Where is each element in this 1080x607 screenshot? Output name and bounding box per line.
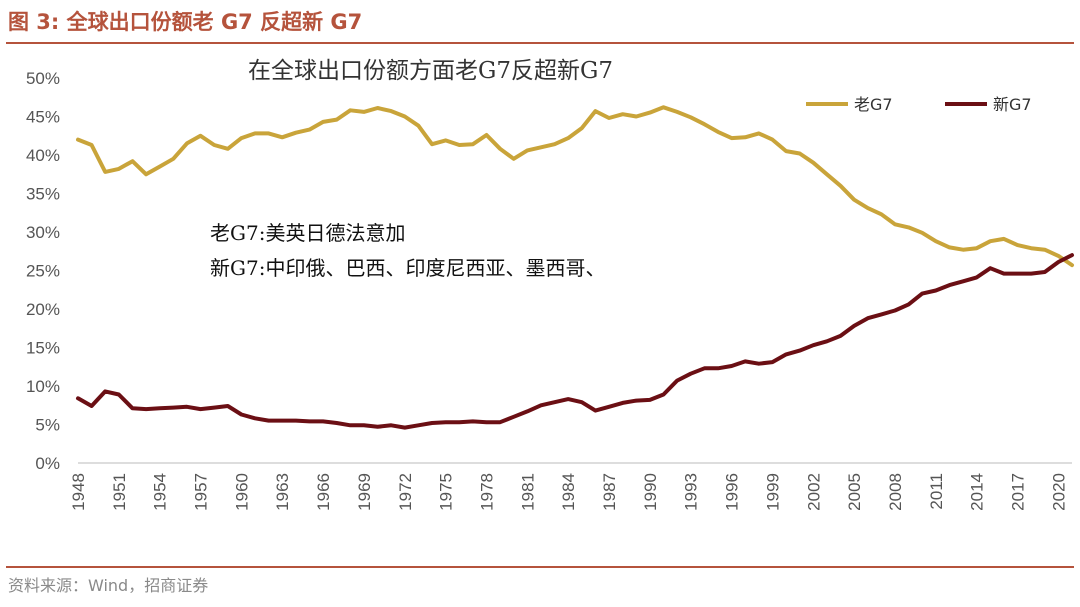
x-tick-label: 1981 xyxy=(518,473,537,511)
x-tick-label: 1996 xyxy=(723,473,742,511)
x-tick-label: 1960 xyxy=(232,473,251,511)
x-tick-label: 1966 xyxy=(314,473,333,511)
y-tick-label: 45% xyxy=(26,108,60,127)
y-tick-label: 25% xyxy=(26,262,60,281)
x-tick-label: 1963 xyxy=(273,473,292,511)
source-note: 资料来源：Wind，招商证券 xyxy=(8,576,209,595)
y-axis-ticks: 0% 5% 10% 15% 20% 25% 30% 35% 40% 45% 50% xyxy=(26,69,60,473)
annotation-new-g7: 新G7:中印俄、巴西、印度尼西亚、墨西哥、 xyxy=(210,256,605,280)
y-tick-label: 40% xyxy=(26,146,60,165)
x-tick-label: 1954 xyxy=(151,473,170,511)
x-tick-label: 1948 xyxy=(69,473,88,511)
footer-divider xyxy=(6,566,1074,568)
series-line-new-g7 xyxy=(76,253,1074,430)
y-tick-label: 20% xyxy=(26,300,60,319)
series-lines xyxy=(76,105,1074,430)
x-tick-label: 1999 xyxy=(763,473,782,511)
y-tick-label: 30% xyxy=(26,223,60,242)
title-divider xyxy=(6,42,1074,44)
figure-title: 图 3: 全球出口份额老 G7 反超新 G7 xyxy=(8,10,363,34)
x-tick-label: 2002 xyxy=(804,473,823,511)
x-tick-label: 2017 xyxy=(1009,473,1028,511)
x-tick-label: 2011 xyxy=(927,473,946,510)
x-tick-label: 2020 xyxy=(1049,473,1068,511)
y-tick-label: 35% xyxy=(26,185,60,204)
x-tick-label: 1993 xyxy=(682,473,701,511)
y-tick-label: 0% xyxy=(35,454,60,473)
x-tick-label: 2005 xyxy=(845,473,864,511)
x-tick-label: 1990 xyxy=(641,473,660,511)
annotation-block: 老G7:美英日德法意加 新G7:中印俄、巴西、印度尼西亚、墨西哥、 xyxy=(210,221,605,280)
x-tick-label: 2008 xyxy=(886,473,905,511)
y-tick-label: 5% xyxy=(35,416,60,435)
x-tick-label: 2014 xyxy=(968,473,987,511)
x-tick-label: 1975 xyxy=(437,473,456,511)
x-tick-label: 1972 xyxy=(396,473,415,511)
x-tick-label: 1984 xyxy=(559,473,578,511)
x-tick-label: 1969 xyxy=(355,473,374,511)
legend: 老G7 新G7 xyxy=(806,95,1032,114)
legend-label: 新G7 xyxy=(993,95,1032,114)
legend-label: 老G7 xyxy=(854,95,893,114)
chart-title: 在全球出口份额方面老G7反超新G7 xyxy=(248,58,613,84)
x-tick-label: 1951 xyxy=(110,473,129,511)
x-tick-label: 1978 xyxy=(477,473,496,511)
y-tick-label: 50% xyxy=(26,69,60,88)
x-tick-label: 1957 xyxy=(192,473,211,511)
y-tick-label: 10% xyxy=(26,377,60,396)
x-axis-ticks: 1948 1951 1954 1957 1960 1963 1966 1969 1972 1975… xyxy=(69,473,1068,511)
series-line-old-g7 xyxy=(76,105,1074,268)
annotation-old-g7: 老G7:美英日德法意加 xyxy=(210,221,405,245)
x-tick-label: 1987 xyxy=(600,473,619,511)
y-tick-label: 15% xyxy=(26,339,60,358)
